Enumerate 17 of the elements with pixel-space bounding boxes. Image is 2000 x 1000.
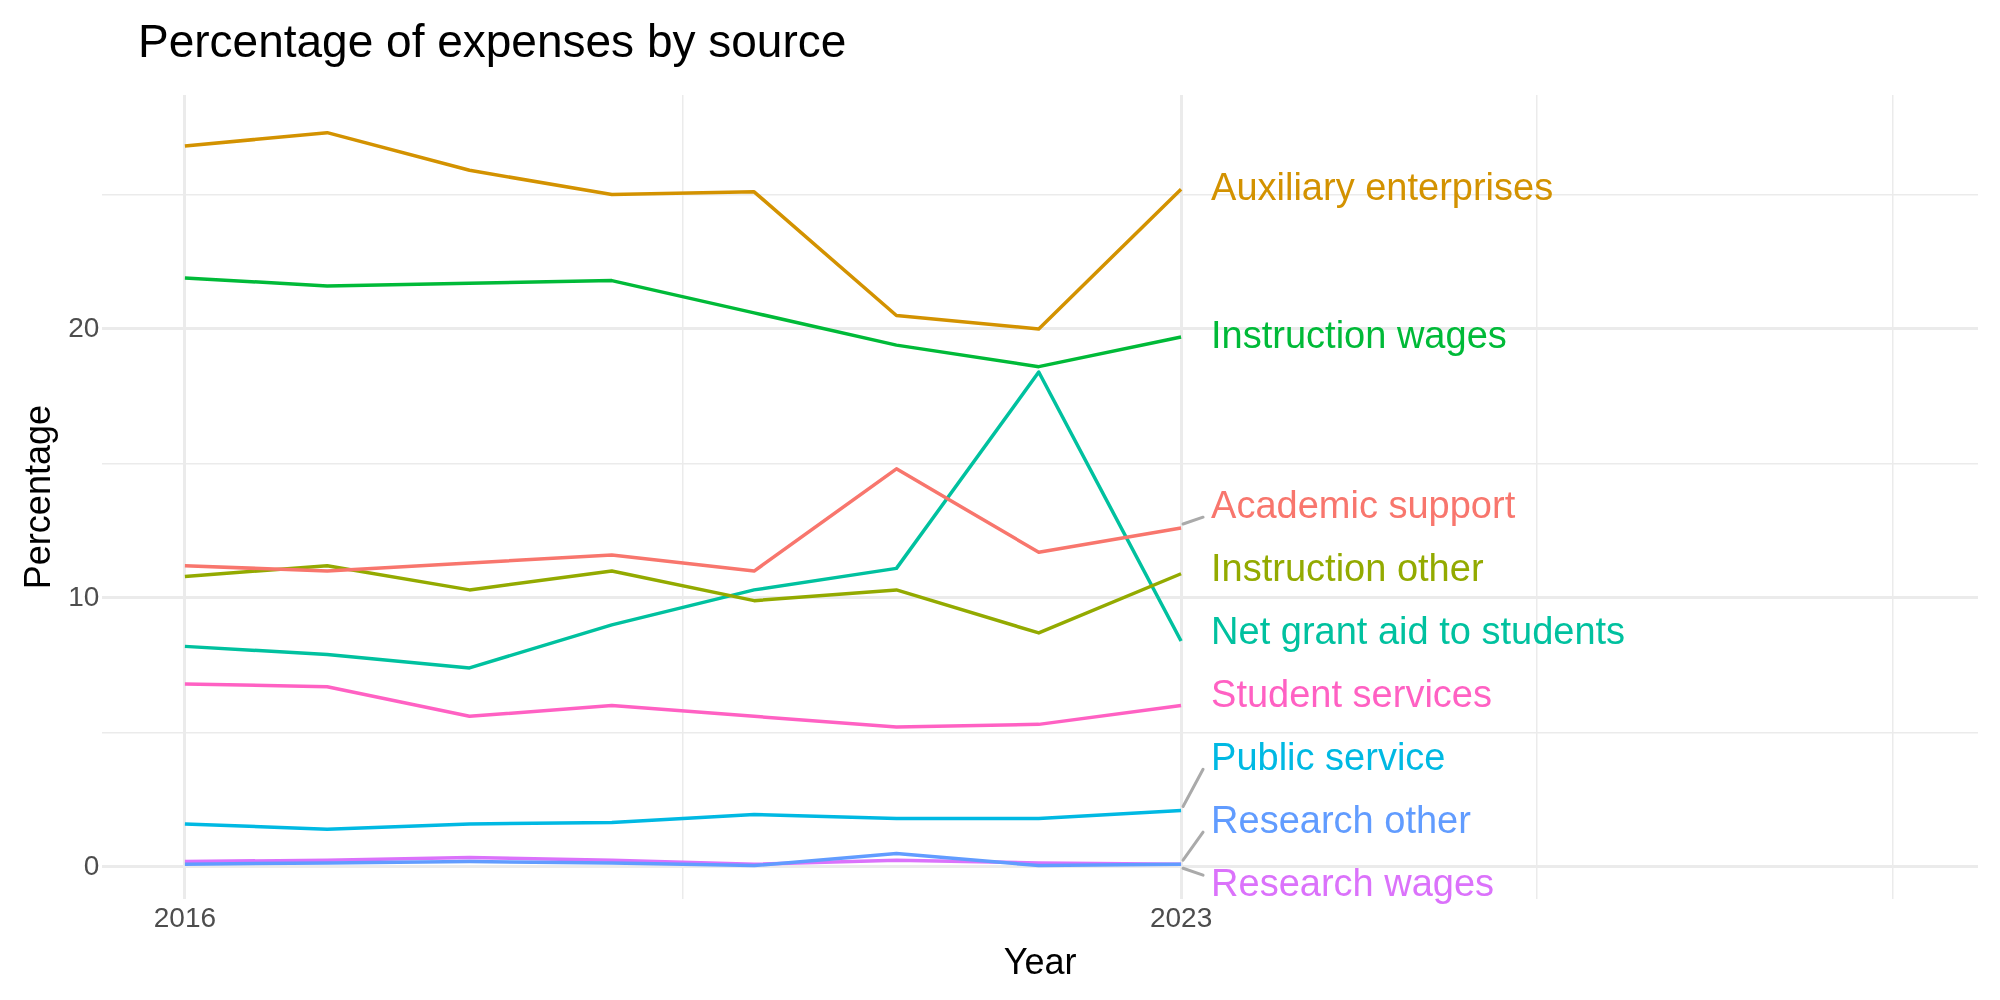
x-tick-label: 2023: [1149, 901, 1213, 933]
y-axis-title: Percentage: [16, 405, 58, 590]
series-label: Instruction other: [1211, 546, 1484, 589]
series-label: Research other: [1211, 798, 1472, 841]
series-label: Research wages: [1211, 861, 1495, 904]
series-label: Student services: [1211, 672, 1492, 715]
series-label: Academic support: [1211, 483, 1516, 526]
y-tick-label: 0: [83, 849, 100, 881]
series-label: Instruction wages: [1211, 313, 1507, 356]
x-tick-label: 2016: [153, 901, 217, 933]
y-tick-label: 10: [68, 580, 100, 612]
chart-title: Percentage of expenses by source: [138, 14, 847, 68]
x-axis-title: Year: [1003, 941, 1077, 983]
y-tick-label: 20: [68, 311, 100, 343]
series-label: Auxiliary enterprises: [1211, 165, 1554, 208]
series-label: Net grant aid to students: [1211, 609, 1626, 652]
series-label: Public service: [1211, 735, 1446, 778]
